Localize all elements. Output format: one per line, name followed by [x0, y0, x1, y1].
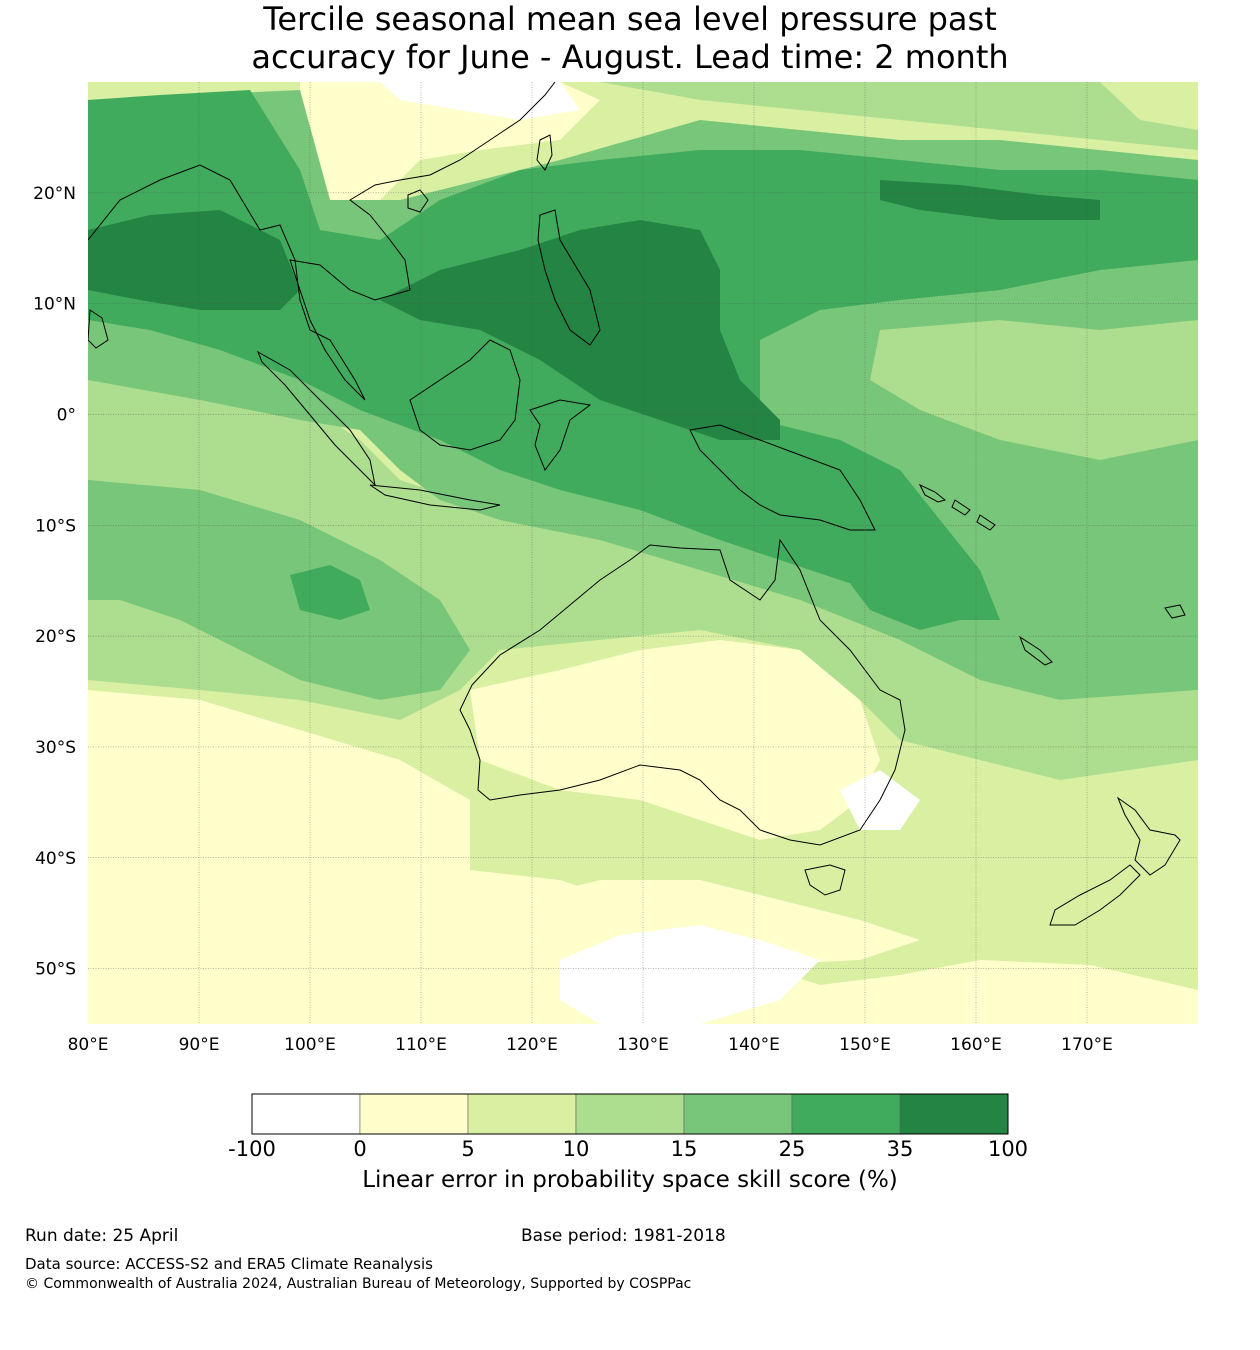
- coast-sri-lanka: [88, 309, 109, 349]
- colorbar: [251, 1093, 1009, 1135]
- longitude-labels: 80°E 90°E 100°E 110°E 120°E 130°E 140°E 150°E 16…: [68, 1035, 1113, 1055]
- zone-35-100-bay: [88, 210, 300, 310]
- longitude-tick-label: 110°E: [395, 1035, 447, 1055]
- coast-hainan: [407, 189, 429, 213]
- zone-15-25-indian: [88, 480, 470, 700]
- zone-0-5-south: [88, 690, 1198, 1024]
- map-title: Tercile seasonal mean sea level pressure…: [0, 0, 1260, 76]
- latitude-tick-label: 20°N: [33, 184, 76, 204]
- coast-new-zealand-south: [1049, 864, 1141, 926]
- coast-new-guinea: [689, 424, 876, 531]
- zone-10-15-easternpatch: [870, 320, 1198, 460]
- title-line-1: Tercile seasonal mean sea level pressure…: [263, 0, 997, 38]
- latitude-labels: 20°N 10°N 0° 10°S 20°S 30°S 40°S 50°S: [33, 184, 76, 980]
- coast-java: [369, 484, 501, 511]
- longitude-tick-label: 150°E: [839, 1035, 891, 1055]
- colorbar-tick-label: 25: [778, 1137, 806, 1161]
- colorbar-tick-label: 0: [353, 1137, 367, 1161]
- longitude-tick-label: 160°E: [950, 1035, 1002, 1055]
- colorbar-tick-label: 35: [886, 1137, 914, 1161]
- gridlines: [88, 82, 1198, 1024]
- coast-philippines: [537, 209, 601, 346]
- colorbar-tick-label: 10: [562, 1137, 590, 1161]
- coast-new-zealand-north: [1116, 796, 1181, 876]
- longitude-tick-label: 170°E: [1061, 1035, 1113, 1055]
- colorbar-segment: [683, 1093, 793, 1135]
- coast-asia-mainland: [88, 82, 556, 401]
- base-period: Base period: 1981-2018: [521, 1226, 726, 1246]
- zone-5-10-ne-corner: [1100, 82, 1198, 130]
- coast-sumatra: [257, 350, 376, 487]
- longitude-tick-label: 80°E: [68, 1035, 109, 1055]
- coast-new-caledonia: [1018, 635, 1053, 666]
- colorbar-title: Linear error in probability space skill …: [362, 1167, 898, 1193]
- colorbar-segment: [251, 1093, 361, 1135]
- data-source: Data source: ACCESS-S2 and ERA5 Climate …: [25, 1255, 433, 1273]
- coast-sulawesi: [529, 399, 592, 472]
- copyright-notice: © Commonwealth of Australia 2024, Austra…: [25, 1276, 692, 1292]
- title-line-2: accuracy for June - August. Lead time: 2…: [251, 38, 1009, 76]
- colorbar-tick-label: 100: [987, 1137, 1029, 1161]
- coast-taiwan: [536, 134, 553, 171]
- longitude-tick-label: 130°E: [617, 1035, 669, 1055]
- latitude-tick-label: 40°S: [35, 849, 76, 869]
- zone-25-35-indian: [290, 565, 370, 620]
- latitude-tick-label: 50°S: [35, 960, 76, 980]
- colorbar-tick-label: 5: [461, 1137, 475, 1161]
- colorbar-segment: [467, 1093, 577, 1135]
- latitude-tick-label: 10°N: [33, 295, 76, 315]
- zone-10-15-ne: [600, 82, 1198, 150]
- zone-35-100-pacific: [880, 180, 1100, 220]
- zone-35-100-scs: [380, 220, 780, 440]
- zone-negative-south: [560, 925, 820, 1024]
- colorbar-segment: [791, 1093, 901, 1135]
- coastlines: [88, 82, 1186, 926]
- latitude-tick-label: 0°: [57, 405, 76, 425]
- coast-australia: [459, 538, 906, 846]
- colorbar-segment: [899, 1093, 1009, 1135]
- colorbar-tick-label: 15: [670, 1137, 698, 1161]
- coast-borneo: [409, 339, 521, 451]
- latitude-tick-label: 20°S: [35, 627, 76, 647]
- zone-25-35-pacific: [840, 520, 960, 630]
- longitude-tick-label: 100°E: [284, 1035, 336, 1055]
- colorbar-outline: [251, 1093, 1009, 1135]
- coast-solomon-islands: [918, 483, 996, 531]
- colorbar-segment: [575, 1093, 685, 1135]
- run-date: Run date: 25 April: [25, 1226, 179, 1246]
- coast-tasmania: [804, 864, 846, 896]
- colorbar-segment: [359, 1093, 469, 1135]
- latitude-tick-label: 10°S: [35, 516, 76, 536]
- longitude-tick-label: 120°E: [506, 1035, 558, 1055]
- longitude-tick-label: 90°E: [179, 1035, 220, 1055]
- colorbar-tick-label: -100: [228, 1137, 276, 1161]
- longitude-tick-label: 140°E: [728, 1035, 780, 1055]
- latitude-tick-label: 30°S: [35, 738, 76, 758]
- zone-0-5-australia: [470, 640, 880, 840]
- coast-fiji: [1164, 604, 1186, 619]
